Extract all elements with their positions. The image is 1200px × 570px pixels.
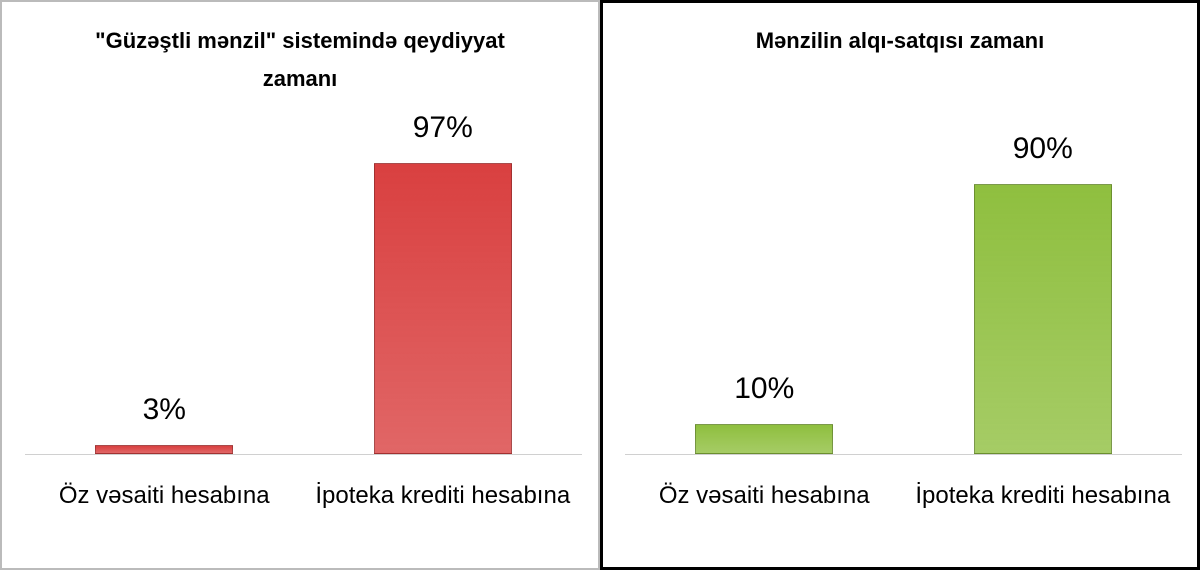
panel <box>0 0 600 570</box>
axis-line <box>625 454 1182 455</box>
x-tick-label: Öz vəsaiti hesabına <box>658 482 870 509</box>
x-tick-label: İpoteka krediti hesabına <box>315 482 571 509</box>
value-label: 10% <box>734 372 795 405</box>
bar <box>973 184 1112 454</box>
chart-title: "Güzəştli mənzil" sistemində qeydiyyat z… <box>95 28 505 91</box>
value-label: 97% <box>412 111 473 144</box>
value-label: 3% <box>142 393 186 426</box>
panel <box>600 0 1200 570</box>
axis-line <box>25 454 582 455</box>
x-tick-label: İpoteka krediti hesabına <box>915 482 1171 509</box>
bar <box>373 163 512 454</box>
bar <box>95 445 234 454</box>
value-label: 90% <box>1012 132 1073 165</box>
bar <box>695 424 834 454</box>
x-tick-label: Öz vəsaiti hesabına <box>58 482 270 509</box>
chart-title: Mənzilin alqı-satqısı zamanı <box>755 28 1045 53</box>
